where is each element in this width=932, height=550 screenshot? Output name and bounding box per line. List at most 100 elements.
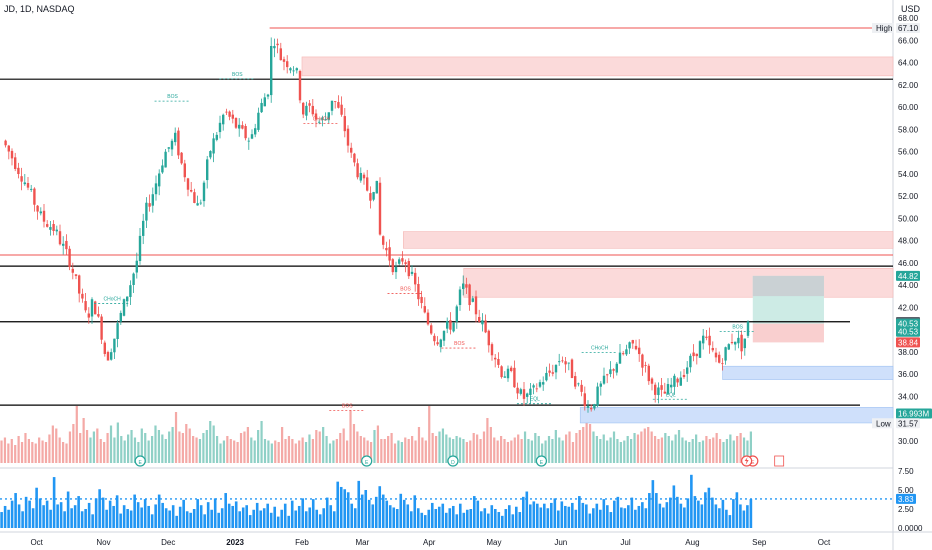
candle-body [634,345,638,350]
candle-body [276,43,279,46]
candle-body [618,352,622,364]
candlestick-series[interactable] [4,37,750,413]
volume-bar [568,431,571,463]
earnings-badge-icon[interactable] [134,455,146,467]
candle-body [305,105,308,116]
volume-bar [65,443,68,463]
currency-label[interactable]: USD [901,4,921,14]
volume-bar [339,433,342,463]
volume-bar [147,440,150,463]
volume-bar [24,433,27,463]
structure-marker-label: CHoCH [313,116,331,122]
oscillator-bar [749,499,753,528]
candle-body [234,117,238,128]
oscillator-bar [161,502,164,528]
volume-bar [421,437,424,463]
volume-bar [253,440,256,463]
candle-body [666,384,670,394]
oscillator-bar [714,504,718,528]
volume-bar [742,437,746,463]
candle-body [49,227,52,230]
oscillator-bar [150,514,154,528]
candle-body [682,374,686,378]
oscillator-bar [672,485,676,528]
volume-bar [72,424,75,463]
volume-bar [127,434,130,463]
candle-body [702,335,705,344]
volume-bar [623,440,626,463]
candle-body [222,114,225,125]
oscillator-bar [301,498,305,528]
level-lines [0,27,893,406]
oscillator-bar [140,507,143,528]
candle-body [97,314,100,317]
candle-body [407,261,410,277]
price-label-tag [896,418,920,429]
candle-body [257,112,260,130]
price-label-text: 67.10 [898,24,919,33]
candle-body [7,145,10,152]
candle-body [318,121,321,123]
volume-bar [664,433,667,463]
candle-body [462,283,465,289]
oscillator-bar [126,509,129,528]
earnings-badge-icon[interactable] [361,455,373,467]
oscillator-bar [739,504,742,528]
earnings-badge-icon[interactable] [535,455,548,467]
oscillator-bar [308,507,312,528]
oscillator-bar [59,502,63,528]
volume-bar [472,433,475,463]
structure-marker-label: EQL [666,392,676,398]
oscillator-bar [497,512,501,528]
candle-body [436,342,439,345]
volume-bar [482,431,486,463]
volume-bar [619,442,622,463]
candle-body [148,203,151,207]
volume-bar [578,430,581,463]
oscillator-bar [718,508,721,528]
oscillator-bar [185,511,189,528]
volume-bar [452,439,455,463]
candle-body [209,151,212,158]
oscillator-bar [504,509,508,528]
volume-bar [523,431,527,463]
oscillator-bar [206,502,210,528]
volume-bar [116,422,119,463]
time-tick-label: Feb [295,538,309,547]
oscillator-bar [732,499,735,528]
oscillator-bar [322,508,326,528]
volume-bar [636,434,640,463]
volume-bar [595,436,599,463]
oscillator-bar [581,502,585,528]
oscillator-bar [108,500,112,528]
oscillator-bar [634,509,637,528]
candle-body [132,273,135,285]
volume-bar [96,428,99,463]
volume-bar [20,442,24,463]
zone-supply [403,231,894,249]
time-tick-label: Mar [355,538,369,547]
volume-bar [130,430,133,463]
volume-bar [486,418,489,463]
oscillator-bar [154,504,157,528]
oscillator-bar [56,504,59,528]
oscillator-bar [623,508,627,528]
oscillator-bar [700,504,704,528]
oscillator-bar [651,480,655,528]
time-tick-label: Oct [818,538,831,547]
structure-markers: BOS BOS CHoCH CHoCH BOS BOS BOS CHoCH BOS EQL EQL [94,72,756,411]
oscillator-bar [567,506,571,528]
volume-bar [424,440,427,463]
oscillator-bar [304,511,308,528]
oscillator-bar [203,514,206,528]
candle-body [577,383,580,385]
candle-body [250,134,254,139]
oscillator-bar [143,499,147,528]
earnings-badge-icon[interactable] [447,455,459,467]
candle-body [193,192,196,203]
oscillator-bar [332,511,336,528]
candle-body [359,172,362,181]
oscillator-bar [644,508,648,528]
